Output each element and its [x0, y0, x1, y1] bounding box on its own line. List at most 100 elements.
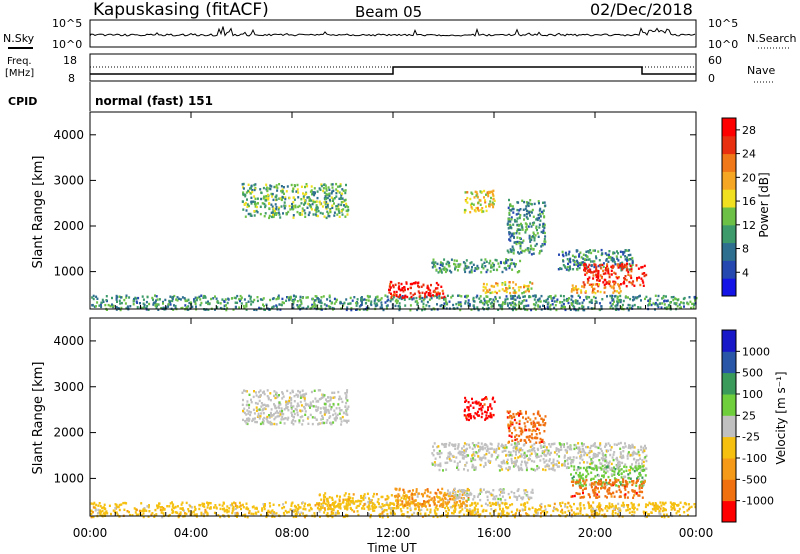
data-cell [518, 414, 520, 417]
data-cell [331, 190, 334, 193]
data-cell [542, 201, 544, 204]
data-cell [501, 283, 504, 286]
data-cell [241, 503, 244, 507]
data-cell [457, 294, 459, 297]
data-cell [597, 264, 600, 268]
cpid-label: CPID [8, 95, 37, 108]
data-cell [287, 296, 290, 299]
data-cell [355, 301, 358, 305]
data-cell [513, 289, 516, 292]
data-cell [289, 295, 292, 299]
data-cell [552, 442, 555, 446]
colorbar-segment [722, 189, 736, 208]
data-cell [316, 297, 319, 300]
data-cell [248, 406, 250, 409]
data-cell [367, 504, 370, 507]
data-cell [454, 263, 457, 266]
data-cell [613, 283, 616, 286]
data-cell [319, 389, 322, 392]
data-cell [403, 504, 406, 507]
data-cell [242, 208, 245, 211]
data-cell [398, 308, 401, 312]
data-cell [568, 250, 571, 253]
data-cell [400, 282, 403, 286]
data-cell [154, 301, 157, 304]
data-cell [507, 220, 510, 223]
data-cell [263, 195, 265, 198]
data-cell [274, 405, 277, 408]
data-cell [537, 304, 540, 307]
data-cell [508, 233, 511, 236]
data-cell [510, 443, 513, 446]
data-cell [474, 501, 477, 505]
data-cell [290, 406, 293, 409]
data-cell [292, 301, 295, 305]
data-cell [316, 207, 319, 210]
data-cell [541, 244, 544, 247]
data-cell [389, 511, 392, 514]
data-cell [449, 459, 452, 462]
data-cell [118, 503, 121, 507]
data-cell [241, 391, 244, 394]
data-cell [404, 288, 406, 292]
data-cell [643, 274, 646, 278]
data-cell [572, 456, 575, 459]
data-cell [274, 209, 276, 213]
data-cell [286, 296, 288, 299]
data-cell [263, 392, 266, 396]
data-cell [509, 236, 512, 239]
data-cell [213, 511, 216, 515]
data-cell [530, 287, 533, 290]
data-cell [522, 453, 525, 456]
data-cell [452, 512, 455, 515]
data-cell [337, 208, 340, 211]
data-cell [509, 220, 512, 223]
data-cell [501, 468, 504, 471]
data-cell [204, 508, 207, 512]
data-cell [428, 298, 431, 301]
data-cell [503, 302, 506, 305]
data-cell [688, 506, 691, 509]
data-cell [484, 410, 487, 414]
data-cell [505, 502, 508, 505]
data-cell [508, 281, 511, 284]
data-cell [586, 453, 589, 457]
data-cell [610, 269, 613, 272]
data-cell [145, 306, 148, 310]
data-cell [171, 505, 174, 508]
data-cell [629, 307, 631, 310]
data-cell [611, 510, 614, 513]
data-cell [506, 222, 509, 225]
data-cell [316, 196, 319, 200]
data-cell [333, 297, 336, 301]
data-cell [303, 505, 306, 508]
data-cell [532, 412, 535, 416]
data-cell [555, 449, 558, 452]
data-cell [496, 282, 499, 286]
data-cell [154, 304, 157, 307]
data-cell [632, 508, 635, 511]
data-cell [508, 218, 511, 221]
data-cell [403, 491, 406, 494]
data-cell [541, 225, 544, 228]
data-cell [632, 295, 635, 299]
data-cell [485, 300, 488, 303]
data-cell [524, 508, 527, 511]
colorbar-frame [721, 117, 737, 297]
data-cell [305, 183, 308, 186]
data-cell [627, 296, 629, 299]
data-cell [619, 264, 622, 267]
data-cell [347, 405, 350, 408]
data-cell [670, 508, 673, 511]
data-cell [498, 469, 501, 472]
data-cell [469, 211, 472, 214]
data-cell [193, 505, 196, 509]
data-cell [226, 511, 229, 514]
data-cell [466, 201, 469, 204]
data-cell [447, 455, 450, 458]
data-cell [296, 507, 299, 510]
data-cell [320, 304, 323, 308]
data-cell [417, 284, 419, 288]
data-cell [453, 259, 456, 262]
data-cell [571, 513, 574, 517]
